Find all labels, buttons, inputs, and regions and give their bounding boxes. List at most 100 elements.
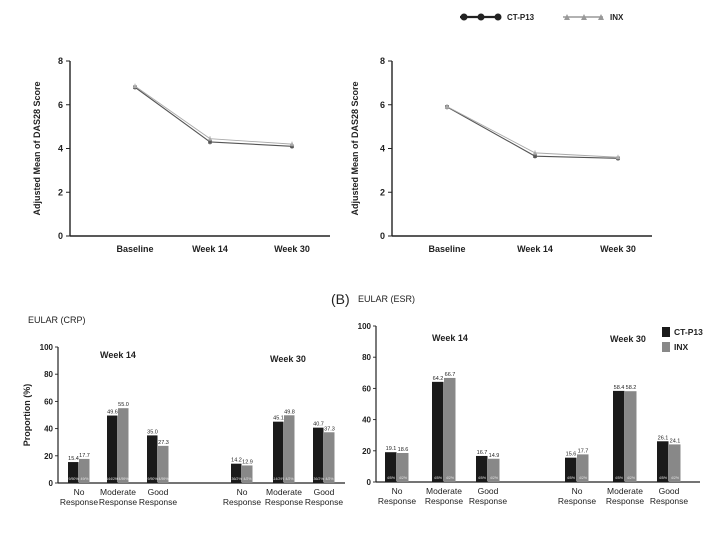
- bar-inx: [444, 377, 456, 482]
- bar-count-label: 9/50%: [69, 477, 79, 481]
- data-label: 26.1: [658, 435, 669, 441]
- y-tick-label: 4: [380, 144, 385, 154]
- x-category-label: Moderate: [266, 487, 302, 497]
- group-label: Week 30: [270, 354, 306, 364]
- bar-count-label: 4/5%: [567, 476, 575, 480]
- chart-title: EULAR (ESR): [358, 294, 415, 304]
- bar-ct-p13: [385, 452, 397, 482]
- bar-inx: [324, 432, 335, 483]
- top-legend: CT-P13 INX: [460, 13, 624, 22]
- bar-ct-p13: [231, 463, 242, 483]
- y-axis-label: Proportion (%): [22, 384, 32, 447]
- bar-ct-p13: [147, 435, 158, 483]
- bar-count-label: 9/50%: [148, 477, 158, 481]
- data-label: 15.6: [566, 452, 577, 458]
- x-category-label: Response: [265, 497, 304, 507]
- y-tick-label: 4: [58, 144, 63, 154]
- data-label: 58.4: [614, 385, 625, 391]
- x-category-label: Response: [223, 497, 262, 507]
- bar-count-label: 4/5%: [478, 476, 486, 480]
- x-category-label: Response: [606, 496, 645, 506]
- x-category-label: Response: [139, 497, 178, 507]
- bar-inx: [79, 458, 90, 483]
- y-tick-label: 20: [362, 447, 371, 456]
- bar-count-label: 4/2%: [579, 476, 587, 480]
- x-category-label: Moderate: [607, 486, 643, 496]
- x-tick-label: Week 30: [274, 244, 310, 254]
- data-point-inx: [132, 83, 138, 88]
- x-tick-label: Baseline: [428, 244, 465, 254]
- x-category-label: Good: [659, 486, 680, 496]
- x-category-label: No: [392, 486, 403, 496]
- data-label: 55.0: [118, 402, 129, 408]
- chart-title: EULAR (CRP): [28, 315, 86, 325]
- bar-count-label: 4/5%: [659, 476, 667, 480]
- bar-count-label: 49/%: [81, 477, 89, 481]
- x-category-label: Response: [469, 496, 508, 506]
- bar-count-label: 4/5%: [434, 476, 442, 480]
- bar-inx: [118, 408, 129, 483]
- data-label: 19.1: [386, 446, 397, 452]
- series-line-inx: [446, 106, 619, 158]
- data-label: 17.7: [578, 448, 589, 454]
- legend-label: INX: [674, 342, 689, 352]
- bar-chart-2: EULAR (ESR) 0 20 40 60 80 100 Week 14 19.1 4/5% 18…: [358, 294, 703, 506]
- bar-count-label: 144/290: [106, 477, 119, 481]
- y-tick-label: 80: [362, 353, 371, 362]
- y-axis-label: Adjusted Mean of DAS28 Score: [32, 81, 42, 215]
- x-tick-label: Week 30: [600, 244, 636, 254]
- x-tick-label: Baseline: [116, 244, 153, 254]
- bar-count-label: 4/2%: [490, 476, 498, 480]
- data-label: 66.7: [445, 372, 456, 378]
- series-line-ct-p13: [134, 86, 293, 147]
- bar-count-label: 4/2%: [399, 476, 407, 480]
- x-category-label: Moderate: [426, 486, 462, 496]
- bar-ct-p13: [613, 390, 625, 482]
- data-label: 49.6: [107, 410, 118, 416]
- data-label: 37.3: [324, 426, 335, 432]
- x-category-label: Response: [558, 496, 597, 506]
- series-line-inx: [134, 85, 293, 145]
- panel-label: (B): [331, 291, 350, 307]
- y-tick-label: 0: [58, 231, 63, 241]
- y-tick-label: 0: [49, 479, 54, 488]
- y-tick-label: 40: [362, 416, 371, 425]
- bar-inx: [242, 465, 253, 483]
- line-chart-1: 0 2 4 6 8 Baseline Week 14 Week 30 Adjusted Mean…: [32, 56, 330, 254]
- data-label: 15.4: [68, 456, 79, 462]
- bar-inx: [669, 444, 681, 482]
- data-point-ct-p13: [533, 154, 537, 158]
- y-tick-label: 20: [44, 452, 53, 461]
- bar-count-label: 36/2%: [232, 477, 242, 481]
- x-tick-label: Week 14: [192, 244, 228, 254]
- bar-count-label: 4/2%: [326, 477, 334, 481]
- data-label: 14.9: [489, 453, 500, 459]
- data-label: 16.7: [477, 450, 488, 456]
- data-label: 27.3: [158, 440, 169, 446]
- bar-ct-p13: [313, 427, 324, 483]
- x-category-label: Good: [148, 487, 169, 497]
- bar-ct-p13: [565, 457, 577, 482]
- x-category-label: No: [572, 486, 583, 496]
- bar-ct-p13: [273, 421, 284, 483]
- y-tick-label: 60: [362, 384, 371, 393]
- data-point-inx: [532, 150, 538, 155]
- series-line-ct-p13: [446, 106, 619, 159]
- y-tick-label: 2: [380, 187, 385, 197]
- y-tick-label: 8: [380, 56, 385, 66]
- bar-count-label: 4/2%: [446, 476, 454, 480]
- data-point-ct-p13: [208, 140, 212, 144]
- legend-swatch: [662, 342, 670, 352]
- y-tick-label: 6: [58, 100, 63, 110]
- data-label: 58.2: [626, 385, 637, 391]
- bar-inx: [284, 415, 295, 483]
- legend-swatch: [662, 327, 670, 337]
- data-point-inx: [615, 155, 621, 160]
- bar-count-label: 4/2%: [627, 476, 635, 480]
- x-category-label: Good: [314, 487, 335, 497]
- y-tick-label: 0: [380, 231, 385, 241]
- y-tick-label: 0: [367, 478, 372, 487]
- data-point-inx: [289, 141, 295, 146]
- x-category-label: Response: [425, 496, 464, 506]
